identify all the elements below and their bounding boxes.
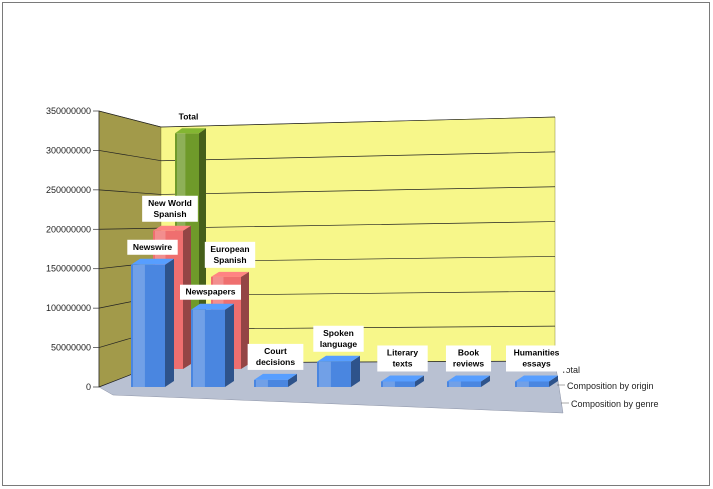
bar-side xyxy=(165,258,174,387)
gridline-back xyxy=(160,221,556,229)
bar-highlight xyxy=(383,381,395,387)
gridline-back xyxy=(160,116,556,128)
data-label-text: Humanities xyxy=(514,347,560,357)
bar-top xyxy=(131,258,174,265)
bar-front xyxy=(515,381,549,387)
y-tick-label: 0 xyxy=(86,382,91,392)
gridline-side xyxy=(98,227,162,230)
bar-front xyxy=(254,379,288,387)
bar-front xyxy=(131,264,165,387)
bar-top xyxy=(381,375,424,382)
bar-spoken-language xyxy=(317,355,360,387)
data-label-text: New World xyxy=(148,198,192,208)
data-label-box xyxy=(204,241,256,268)
data-label-text: Court xyxy=(264,346,287,356)
bar-newswire xyxy=(131,258,174,387)
bar-newspapers xyxy=(191,303,234,387)
bar-highlight xyxy=(256,379,268,387)
data-label-text: Spoken xyxy=(323,328,354,338)
bar-chart-3d: 0 50000000 100000000 150000000 200000000 2500… xyxy=(46,106,659,414)
bar-front xyxy=(191,309,225,387)
bar-top xyxy=(191,303,234,310)
data-label-text: Newswire xyxy=(133,242,172,252)
bar-top xyxy=(175,128,206,134)
data-label-box xyxy=(445,345,492,372)
data-label-text: language xyxy=(320,339,358,349)
bar-top xyxy=(211,271,249,277)
bar-top xyxy=(153,225,191,231)
data-label-box xyxy=(506,345,567,372)
data-label-text: decisions xyxy=(256,357,295,367)
data-label-text: European xyxy=(210,244,249,254)
y-tick-label: 350000000 xyxy=(46,106,91,116)
bar-top xyxy=(317,355,360,362)
bar-highlight xyxy=(449,381,461,387)
bar-side xyxy=(481,375,490,387)
bar-side xyxy=(351,355,360,387)
data-label-text: Spanish xyxy=(213,255,246,265)
depth-label: Total xyxy=(561,365,580,375)
bar-highlight xyxy=(193,309,205,387)
y-tick-label: 250000000 xyxy=(46,185,91,195)
bar-highlight xyxy=(319,361,331,387)
bar-front xyxy=(381,381,415,387)
data-label-text: reviews xyxy=(453,358,484,368)
data-label-box xyxy=(142,195,198,222)
gridline-back xyxy=(160,151,556,162)
bar-top xyxy=(254,373,297,380)
bar-highlight xyxy=(133,264,145,387)
data-label-text: texts xyxy=(393,358,413,368)
y-tick-label: 50000000 xyxy=(51,343,91,353)
gridline-side xyxy=(98,110,162,128)
gridline-side xyxy=(98,189,162,195)
y-tick-label: 300000000 xyxy=(46,145,91,155)
data-label-text: Total xyxy=(179,111,199,121)
depth-label: Composition by origin xyxy=(567,381,654,391)
bar-humanities-essays xyxy=(515,375,558,387)
data-label-box xyxy=(180,284,241,300)
data-label-box xyxy=(171,109,206,125)
data-label-text: essays xyxy=(522,358,551,368)
depth-label: Composition by genre xyxy=(571,399,659,409)
bar-book-reviews xyxy=(447,375,490,387)
y-tick-label: 100000000 xyxy=(46,303,91,313)
bar-side xyxy=(288,373,297,387)
bar-front xyxy=(447,381,481,387)
y-tick-label: 200000000 xyxy=(46,224,91,234)
data-label-newspapers: Newspapers xyxy=(180,284,241,300)
data-label-box xyxy=(127,239,178,255)
data-label-text: Newspapers xyxy=(185,287,235,297)
bar-side xyxy=(225,303,234,387)
bar-top xyxy=(447,375,490,382)
data-label-box xyxy=(247,343,304,370)
data-label-text: Book xyxy=(458,347,480,357)
gridline-back xyxy=(160,186,556,195)
y-tick-label: 150000000 xyxy=(46,264,91,274)
bar-highlight xyxy=(517,381,529,387)
bar-front xyxy=(317,361,351,387)
data-label-box xyxy=(313,325,364,352)
bar-side xyxy=(549,375,558,387)
data-label-box xyxy=(377,345,428,372)
data-label-newswire: Newswire xyxy=(127,239,178,255)
bar-literary-texts xyxy=(381,375,424,387)
data-label-text: Literary xyxy=(387,347,418,357)
bar-side xyxy=(415,375,424,387)
data-label-text: Spanish xyxy=(153,209,186,219)
bar-top xyxy=(515,375,558,382)
data-label-total: Total xyxy=(171,109,206,125)
bar-side xyxy=(241,271,249,369)
bar-court-decisions xyxy=(254,373,297,387)
gridline-side xyxy=(98,150,162,162)
